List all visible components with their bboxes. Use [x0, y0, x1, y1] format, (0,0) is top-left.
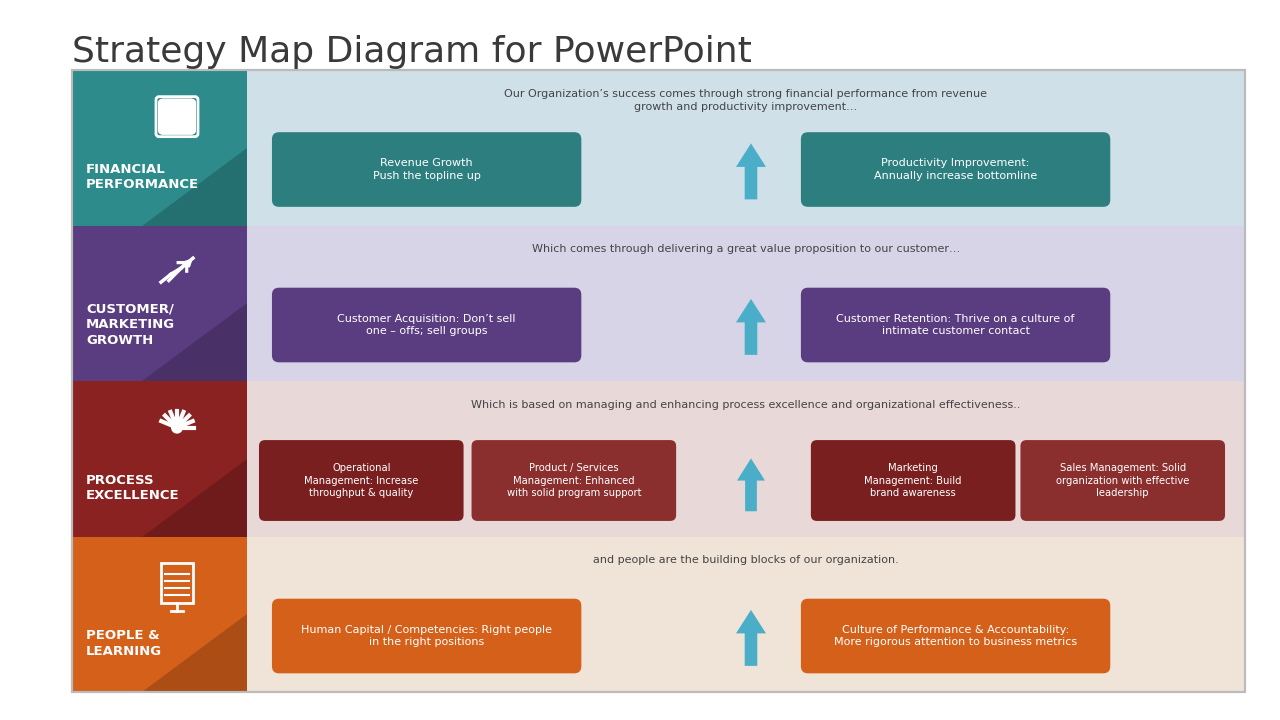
Polygon shape: [736, 299, 765, 355]
Bar: [72, 70, 247, 225]
Text: and people are the building blocks of our organization.: and people are the building blocks of ou…: [593, 555, 899, 565]
FancyBboxPatch shape: [801, 288, 1110, 362]
Text: Which is based on managing and enhancing process excellence and organizational e: Which is based on managing and enhancing…: [471, 400, 1020, 410]
Text: Human Capital / Competencies: Right people
in the right positions: Human Capital / Competencies: Right peop…: [301, 625, 552, 647]
FancyBboxPatch shape: [471, 440, 676, 521]
Polygon shape: [142, 148, 247, 225]
Text: Strategy Map Diagram for PowerPoint: Strategy Map Diagram for PowerPoint: [72, 35, 751, 69]
Text: PEOPLE &
LEARNING: PEOPLE & LEARNING: [86, 629, 163, 658]
FancyBboxPatch shape: [157, 99, 196, 135]
Bar: [161, 563, 193, 603]
FancyBboxPatch shape: [1020, 440, 1225, 521]
Text: Culture of Performance & Accountability:
More rigorous attention to business met: Culture of Performance & Accountability:…: [835, 625, 1078, 647]
Bar: [72, 536, 1245, 692]
Text: ↗: ↗: [161, 253, 193, 291]
Text: FINANCIAL
PERFORMANCE: FINANCIAL PERFORMANCE: [86, 163, 200, 192]
Text: PROCESS
EXCELLENCE: PROCESS EXCELLENCE: [86, 474, 179, 503]
Bar: [72, 225, 1245, 381]
FancyBboxPatch shape: [810, 440, 1015, 521]
Text: Customer Acquisition: Don’t sell
one – offs; sell groups: Customer Acquisition: Don’t sell one – o…: [338, 314, 516, 336]
FancyBboxPatch shape: [801, 132, 1110, 207]
Text: ①: ①: [164, 102, 191, 131]
Polygon shape: [479, 70, 644, 692]
Text: Productivity Improvement:
Annually increase bottomline: Productivity Improvement: Annually incre…: [874, 158, 1037, 181]
FancyBboxPatch shape: [157, 99, 196, 135]
Text: Customer Retention: Thrive on a culture of
intimate customer contact: Customer Retention: Thrive on a culture …: [836, 314, 1075, 336]
Polygon shape: [899, 70, 1062, 692]
Polygon shape: [142, 614, 247, 692]
Circle shape: [172, 422, 183, 433]
Text: Our Organization’s success comes through strong financial performance from reven: Our Organization’s success comes through…: [504, 89, 987, 112]
Polygon shape: [142, 303, 247, 381]
Text: Which comes through delivering a great value proposition to our customer…: Which comes through delivering a great v…: [532, 244, 960, 254]
Polygon shape: [736, 610, 765, 666]
FancyBboxPatch shape: [801, 599, 1110, 673]
Bar: [72, 70, 1245, 692]
Bar: [72, 225, 247, 381]
FancyBboxPatch shape: [271, 132, 581, 207]
Text: CUSTOMER/
MARKETING
GROWTH: CUSTOMER/ MARKETING GROWTH: [86, 303, 175, 347]
Bar: [72, 70, 1245, 692]
FancyBboxPatch shape: [259, 440, 463, 521]
Text: Operational
Management: Increase
throughput & quality: Operational Management: Increase through…: [305, 463, 419, 498]
Bar: [72, 536, 247, 692]
Text: Revenue Growth
Push the topline up: Revenue Growth Push the topline up: [372, 158, 480, 181]
Text: Sales Management: Solid
organization with effective
leadership: Sales Management: Solid organization wit…: [1056, 463, 1189, 498]
Text: Marketing
Management: Build
brand awareness: Marketing Management: Build brand awaren…: [864, 463, 961, 498]
FancyBboxPatch shape: [271, 599, 581, 673]
Bar: [72, 70, 1245, 225]
Polygon shape: [736, 143, 765, 199]
Bar: [72, 381, 1245, 536]
Bar: [72, 381, 247, 536]
Polygon shape: [737, 459, 765, 511]
FancyBboxPatch shape: [271, 288, 581, 362]
Polygon shape: [142, 459, 247, 536]
Text: Product / Services
Management: Enhanced
with solid program support: Product / Services Management: Enhanced …: [507, 463, 641, 498]
